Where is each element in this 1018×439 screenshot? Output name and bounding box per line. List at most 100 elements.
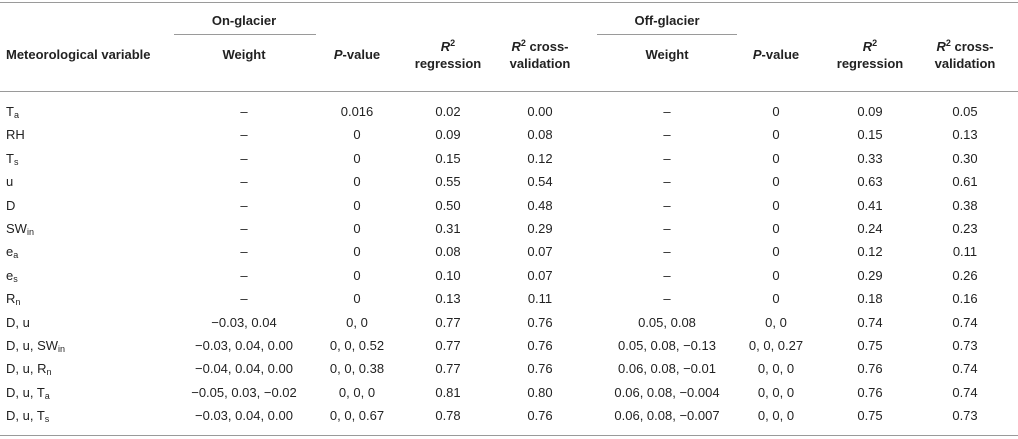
table-cell: 0 <box>772 244 780 259</box>
table-cell: 0 <box>353 221 361 236</box>
col-header-r2-cv-off: R2 cross- validation <box>934 38 996 72</box>
table-cell: 0.61 <box>952 174 978 189</box>
table-cell: 0.76 <box>857 361 883 376</box>
table-cell: 0.74 <box>952 385 978 400</box>
table-cell: 0 <box>353 244 361 259</box>
table-cell: 0.15 <box>857 127 883 142</box>
table-cell: 0 <box>353 151 361 166</box>
table-cell: – <box>663 151 671 166</box>
table-cell: 0.76 <box>527 408 553 423</box>
table-cell: – <box>240 291 248 306</box>
table-cell: 0.78 <box>435 408 461 423</box>
table-cell: 0.50 <box>435 198 461 213</box>
table-cell: – <box>240 198 248 213</box>
table-cell: 0.18 <box>857 291 883 306</box>
table-cell: – <box>663 221 671 236</box>
table-cell: – <box>663 174 671 189</box>
table-cell: – <box>663 104 671 119</box>
table-cell: – <box>663 244 671 259</box>
table-cell: 0.12 <box>857 244 883 259</box>
on-glacier-header: On-glacier <box>211 13 277 28</box>
table-cell: – <box>240 151 248 166</box>
table-cell: 0.29 <box>857 268 883 283</box>
table-cell: 0.15 <box>435 151 461 166</box>
table-cell: 0 <box>772 104 780 119</box>
row-label: RH <box>6 127 25 142</box>
table-cell: 0.55 <box>435 174 461 189</box>
table-cell: 0.73 <box>952 338 978 353</box>
col-header-pvalue-off: P-value <box>752 47 800 62</box>
table-cell: 0.77 <box>435 338 461 353</box>
table-cell: 0.24 <box>857 221 883 236</box>
table-cell: 0.75 <box>857 408 883 423</box>
row-label: D, u, Ts <box>6 408 50 424</box>
table-cell: 0.63 <box>857 174 883 189</box>
table-cell: – <box>240 268 248 283</box>
row-label: D, u, Ta <box>6 385 50 401</box>
table-cell: 0.26 <box>952 268 978 283</box>
table-cell: 0.38 <box>952 198 978 213</box>
table-cell: 0, 0, 0 <box>338 385 376 400</box>
row-label: D, u, Rn <box>6 361 52 377</box>
table-cell: 0.31 <box>435 221 461 236</box>
col-header-r2-regression-off: R2 regression <box>836 38 904 72</box>
table-cell: 0 <box>772 198 780 213</box>
table-cell: 0.74 <box>952 315 978 330</box>
table-cell: 0.09 <box>435 127 461 142</box>
off-glacier-underline <box>597 34 737 35</box>
table-cell: −0.05, 0.03, −0.02 <box>191 385 297 400</box>
table-cell: 0, 0 <box>346 315 368 330</box>
table-cell: 0.02 <box>435 104 461 119</box>
table-cell: 0.75 <box>857 338 883 353</box>
table-cell: 0.07 <box>527 268 553 283</box>
table-cell: 0, 0, 0.67 <box>329 408 385 423</box>
row-label: es <box>6 268 18 284</box>
off-glacier-header: Off-glacier <box>634 13 700 28</box>
row-label: u <box>6 174 14 189</box>
table-cell: 0.76 <box>527 338 553 353</box>
table-cell: – <box>240 127 248 142</box>
table-cell: 0 <box>772 221 780 236</box>
col-header-weight-off: Weight <box>645 47 689 62</box>
header-rule <box>0 91 1018 92</box>
row-label: SWin <box>6 221 34 237</box>
table-cell: 0.05, 0.08, −0.13 <box>618 338 716 353</box>
table-cell: 0.10 <box>435 268 461 283</box>
table-cell: – <box>663 268 671 283</box>
table-cell: 0 <box>353 268 361 283</box>
table-cell: −0.03, 0.04, 0.00 <box>195 338 293 353</box>
table-cell: 0.016 <box>340 104 374 119</box>
col-header-variable: Meteorological variable <box>6 47 151 62</box>
row-label: D, u <box>6 315 30 330</box>
col-header-r2-regression-on: R2 regression <box>414 38 482 72</box>
table-cell: – <box>663 291 671 306</box>
table-cell: 0, 0, 0.38 <box>329 361 385 376</box>
table-cell: 0.11 <box>952 244 978 259</box>
table-cell: 0.06, 0.08, −0.004 <box>614 385 720 400</box>
table-cell: 0 <box>353 174 361 189</box>
table-cell: 0.76 <box>527 361 553 376</box>
table-cell: 0.05 <box>952 104 978 119</box>
table-cell: −0.04, 0.04, 0.00 <box>195 361 293 376</box>
table-cell: 0, 0 <box>765 315 787 330</box>
table-cell: 0.05, 0.08 <box>638 315 696 330</box>
table-cell: 0.80 <box>527 385 553 400</box>
table-cell: 0.08 <box>527 127 553 142</box>
table-cell: 0 <box>353 198 361 213</box>
bottom-rule <box>0 435 1018 436</box>
table-cell: 0.07 <box>527 244 553 259</box>
table-cell: 0.74 <box>857 315 883 330</box>
table-cell: 0.06, 0.08, −0.007 <box>614 408 720 423</box>
table-cell: 0, 0, 0.27 <box>748 338 804 353</box>
row-label: Ts <box>6 151 19 167</box>
table-cell: 0.41 <box>857 198 883 213</box>
on-glacier-underline <box>174 34 316 35</box>
col-header-weight-on: Weight <box>222 47 266 62</box>
table-cell: 0.06, 0.08, −0.01 <box>618 361 716 376</box>
col-header-pvalue-on: P-value <box>333 47 381 62</box>
table-cell: – <box>663 198 671 213</box>
table-cell: 0, 0, 0 <box>757 385 795 400</box>
table-cell: 0.29 <box>527 221 553 236</box>
table-cell: 0.08 <box>435 244 461 259</box>
